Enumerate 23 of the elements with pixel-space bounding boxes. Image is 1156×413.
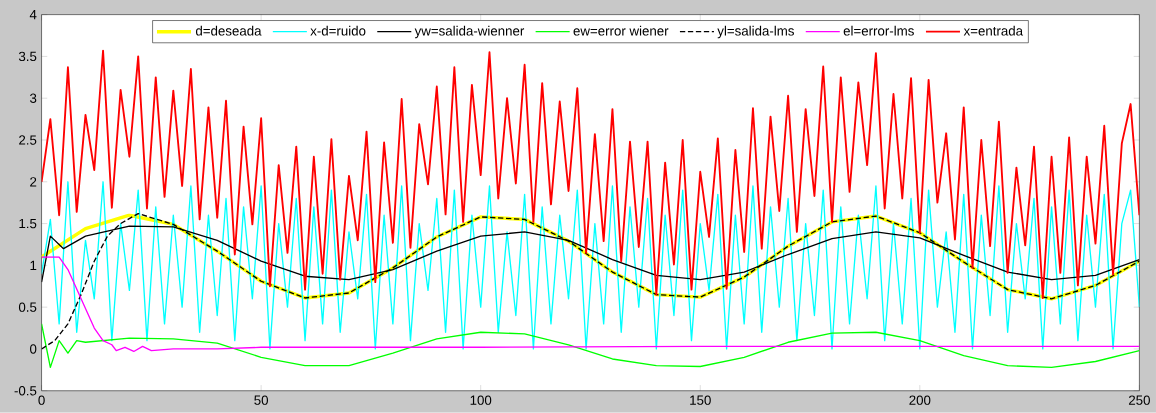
legend-label: ew=error wiener (573, 26, 669, 36)
legend-label: yl=salida-lms (717, 26, 794, 39)
y-tick-label: 2.5 (19, 135, 37, 145)
x-tick-label: 100 (470, 395, 492, 405)
y-tick-label: 3 (29, 93, 37, 104)
legend-label: d=deseada (195, 26, 262, 36)
x-tick-label: 50 (254, 395, 269, 405)
y-tick-label: 0.5 (18, 302, 37, 313)
y-tick-label: 1 (30, 260, 37, 271)
x-tick-label: 150 (690, 395, 711, 405)
legend-label: x=entrada (963, 26, 1024, 36)
legend-label: el=error-lms (843, 26, 914, 36)
y-tick-label: 2 (30, 177, 37, 187)
legend-label: x-d=ruido (310, 26, 366, 36)
y-tick-label: 3.5 (18, 51, 37, 62)
x-tick-label: 200 (909, 395, 931, 405)
y-tick-label: 1.5 (19, 219, 37, 229)
x-tick-label: 0 (38, 395, 45, 405)
legend-label: yw=salida-wienner (414, 26, 525, 39)
y-tick-label: 0 (30, 344, 37, 354)
x-tick-label: 250 (1128, 395, 1150, 405)
y-tick-label: -0.5 (14, 386, 37, 396)
y-tick-label: 4 (29, 10, 37, 20)
